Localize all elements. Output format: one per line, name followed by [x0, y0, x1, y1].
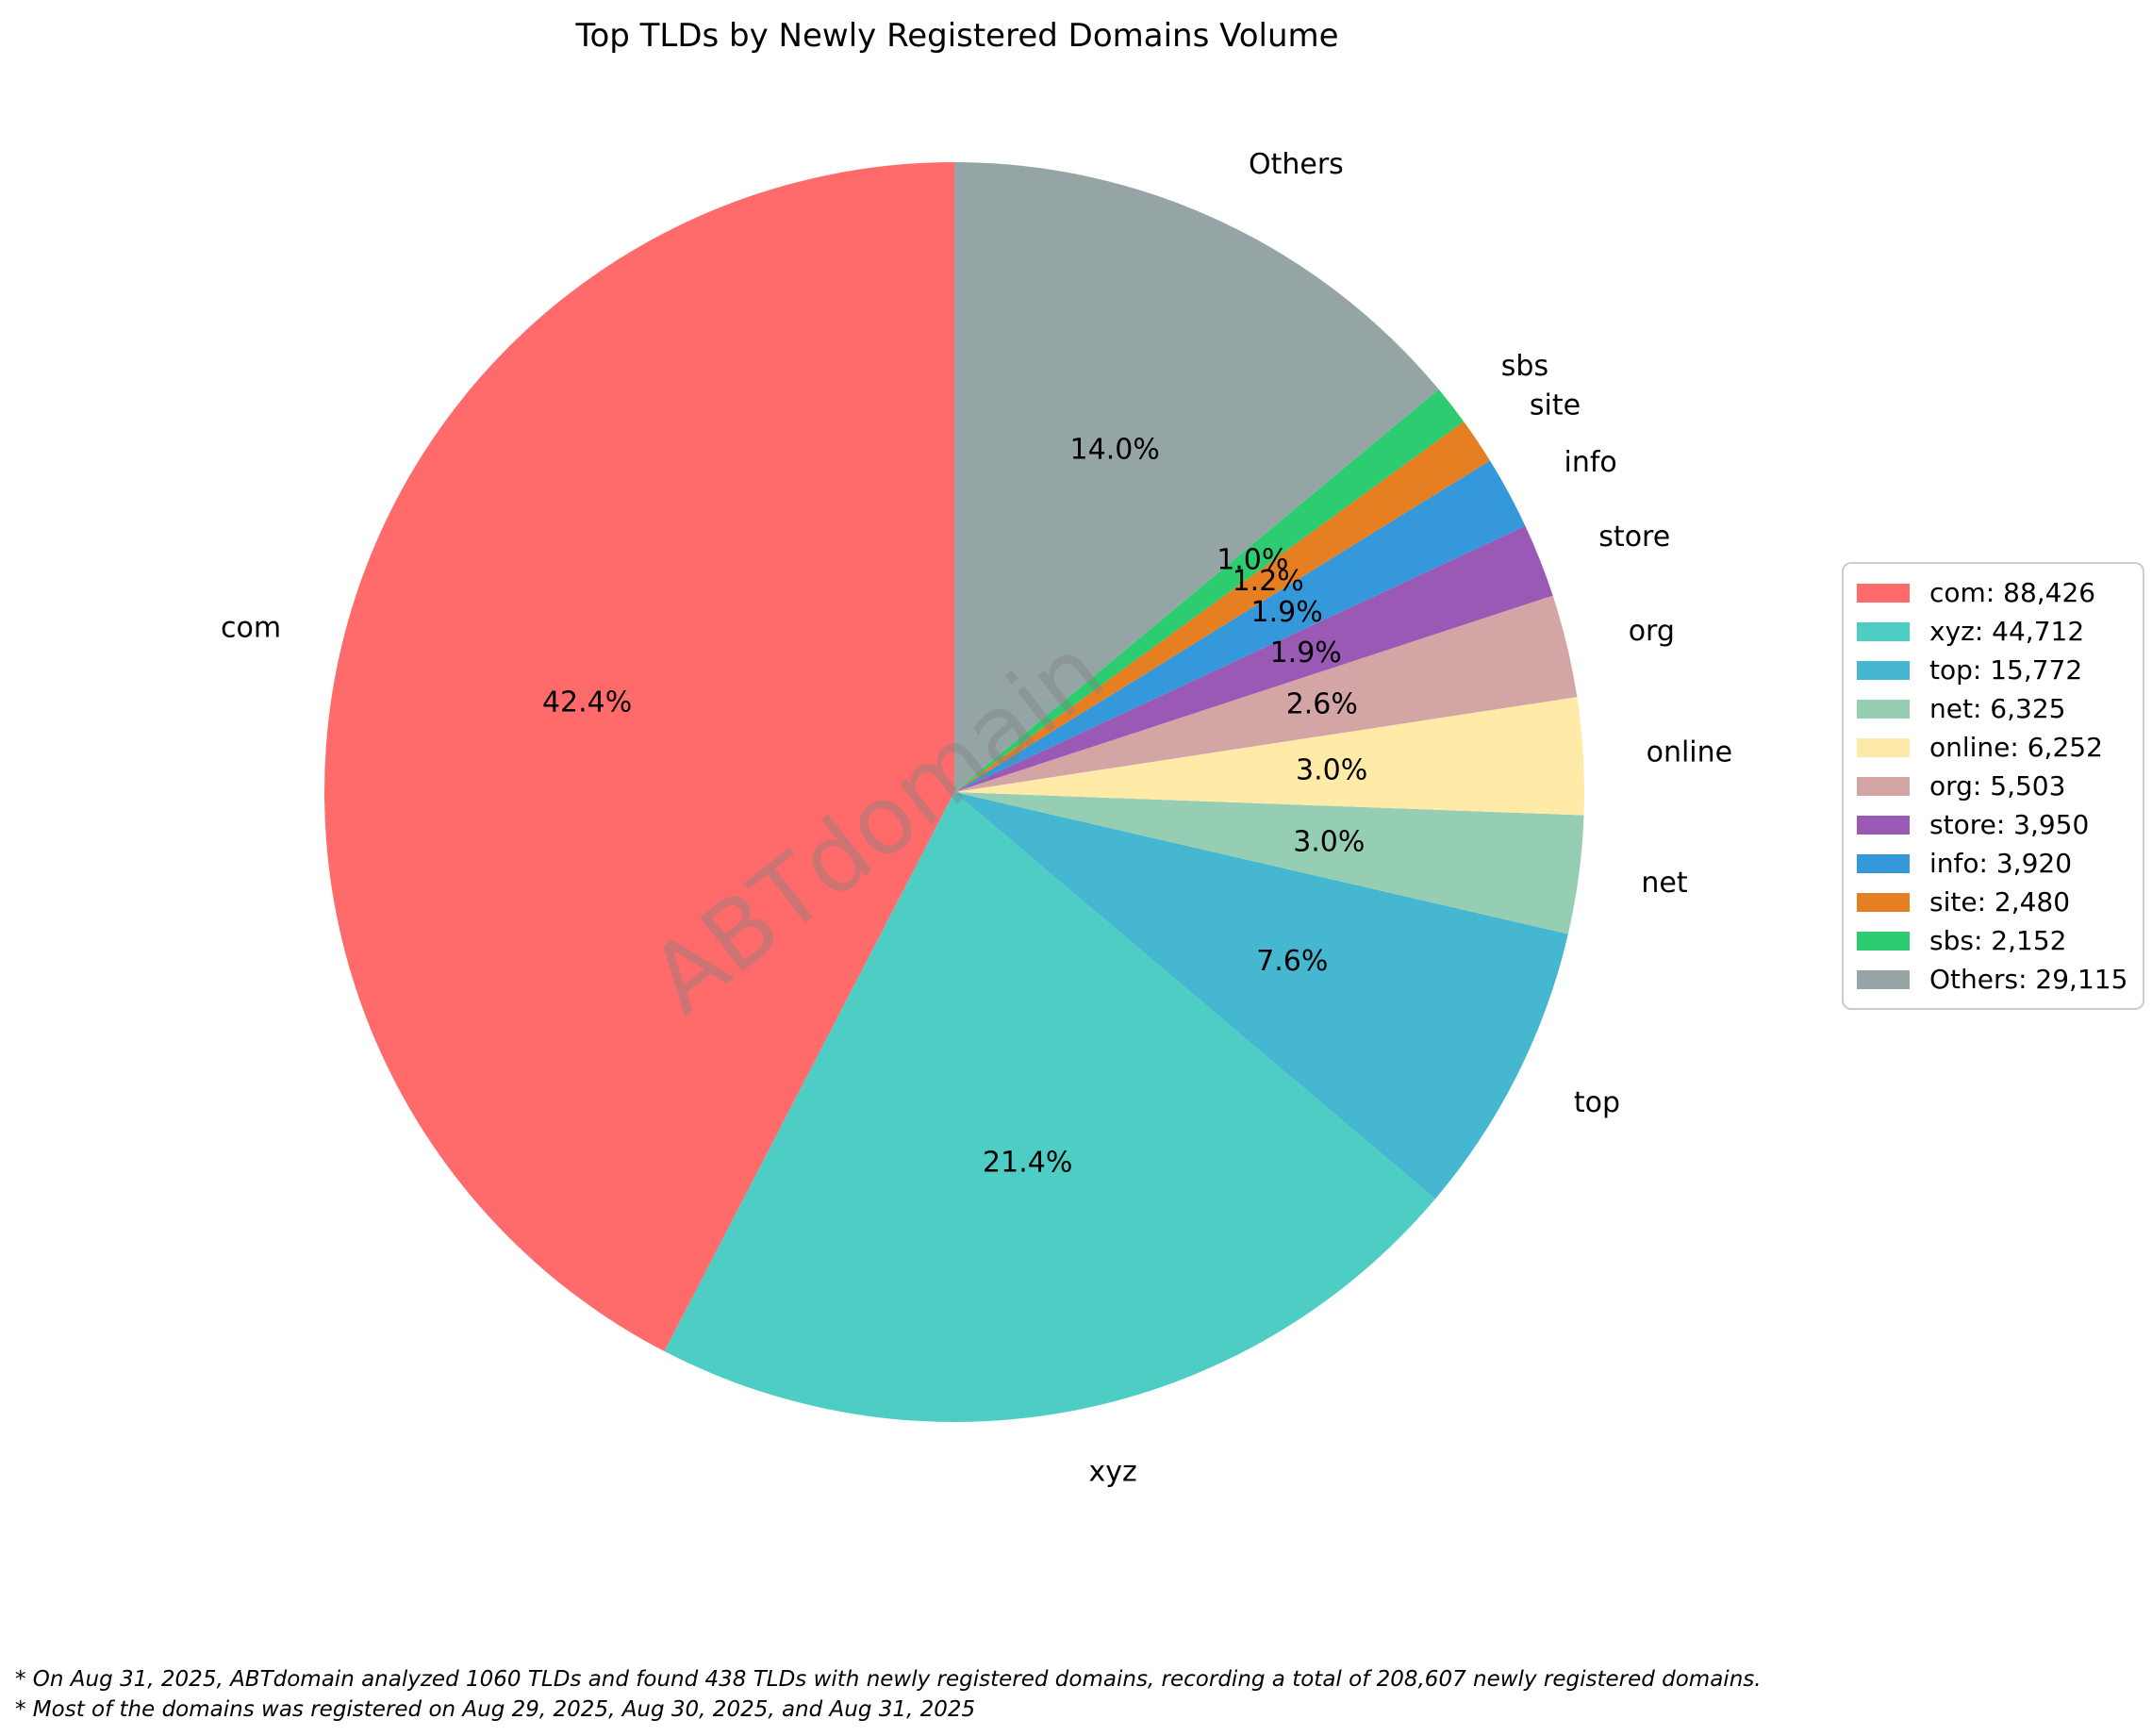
slice-label-online: online — [1647, 736, 1733, 769]
legend-swatch-com — [1857, 583, 1910, 603]
slice-label-org: org — [1629, 615, 1675, 648]
pie-slice-xyz — [664, 792, 1435, 1423]
slice-label-site: site — [1530, 389, 1581, 422]
legend-item-sbs: sbs: 2,152 — [1857, 921, 2127, 960]
legend-label-online: online: 6,252 — [1929, 732, 2103, 763]
pie-slice-com — [323, 162, 954, 1352]
pie-slice-org — [954, 595, 1578, 792]
legend-label-org: org: 5,503 — [1929, 770, 2066, 802]
footnote-line-1: * On Aug 31, 2025, ABTdomain analyzed 10… — [15, 1667, 1762, 1692]
slice-label-store: store — [1598, 521, 1670, 554]
slice-label-top: top — [1574, 1086, 1620, 1119]
pie-slice-top — [954, 792, 1568, 1199]
slice-label-sbs: sbs — [1501, 350, 1548, 383]
legend-item-org: org: 5,503 — [1857, 767, 2127, 805]
legend-label-Others: Others: 29,115 — [1929, 964, 2128, 995]
legend-item-site: site: 2,480 — [1857, 883, 2127, 921]
legend-item-Others: Others: 29,115 — [1857, 960, 2127, 999]
legend-swatch-store — [1857, 815, 1910, 835]
legend-swatch-top — [1857, 660, 1910, 680]
legend-label-net: net: 6,325 — [1929, 693, 2066, 724]
slice-label-net: net — [1641, 867, 1687, 900]
slice-pct-online: 3.0% — [1296, 754, 1367, 787]
legend-swatch-online — [1857, 737, 1910, 757]
slice-pct-site: 1.2% — [1233, 565, 1304, 598]
legend-label-top: top: 15,772 — [1929, 654, 2083, 686]
pie-slice-store — [954, 525, 1553, 792]
legend-swatch-info — [1857, 853, 1910, 873]
slice-pct-sbs: 1.0% — [1217, 543, 1288, 576]
slice-pct-info: 1.9% — [1250, 596, 1322, 629]
legend-item-online: online: 6,252 — [1857, 728, 2127, 767]
legend-swatch-net — [1857, 699, 1910, 719]
legend-item-info: info: 3,920 — [1857, 844, 2127, 883]
legend-label-store: store: 3,950 — [1929, 809, 2090, 840]
slice-pct-store: 1.9% — [1270, 637, 1342, 670]
legend-label-site: site: 2,480 — [1929, 886, 2071, 918]
slice-pct-org: 2.6% — [1286, 687, 1358, 720]
legend-label-sbs: sbs: 2,152 — [1929, 925, 2067, 956]
slice-pct-Others: 14.0% — [1070, 434, 1160, 467]
slice-pct-com: 42.4% — [542, 686, 632, 719]
legend-swatch-xyz — [1857, 621, 1910, 641]
pie-slice-online — [954, 697, 1585, 816]
pie-slice-info — [954, 460, 1526, 792]
legend-label-xyz: xyz: 44,712 — [1929, 616, 2085, 647]
legend: com: 88,426 xyz: 44,712 top: 15,772 net: 6,… — [1842, 562, 2145, 1010]
slice-label-info: info — [1564, 446, 1617, 479]
legend-item-xyz: xyz: 44,712 — [1857, 612, 2127, 651]
chart-title: Top TLDs by Newly Registered Domains Vol… — [575, 17, 1339, 55]
slice-label-com: com — [221, 612, 281, 645]
slice-label-Others: Others — [1249, 148, 1344, 181]
legend-swatch-org — [1857, 776, 1910, 796]
legend-item-top: top: 15,772 — [1857, 651, 2127, 689]
legend-label-info: info: 3,920 — [1929, 848, 2073, 879]
pie-slice-net — [954, 792, 1584, 934]
legend-label-com: com: 88,426 — [1929, 577, 2096, 608]
slice-pct-net: 3.0% — [1293, 825, 1365, 858]
legend-swatch-sbs — [1857, 931, 1910, 951]
pie-slice-Others — [954, 162, 1439, 792]
slice-pct-xyz: 21.4% — [983, 1147, 1072, 1180]
legend-swatch-Others — [1857, 969, 1910, 989]
slice-label-xyz: xyz — [1089, 1455, 1137, 1488]
pie-slice-sbs — [954, 389, 1465, 792]
footnote-line-2: * Most of the domains was registered on … — [15, 1697, 976, 1722]
pie-slice-site — [954, 421, 1490, 792]
legend-swatch-site — [1857, 892, 1910, 912]
legend-item-net: net: 6,325 — [1857, 689, 2127, 728]
slice-pct-top: 7.6% — [1256, 945, 1328, 978]
legend-item-com: com: 88,426 — [1857, 573, 2127, 612]
legend-item-store: store: 3,950 — [1857, 805, 2127, 844]
